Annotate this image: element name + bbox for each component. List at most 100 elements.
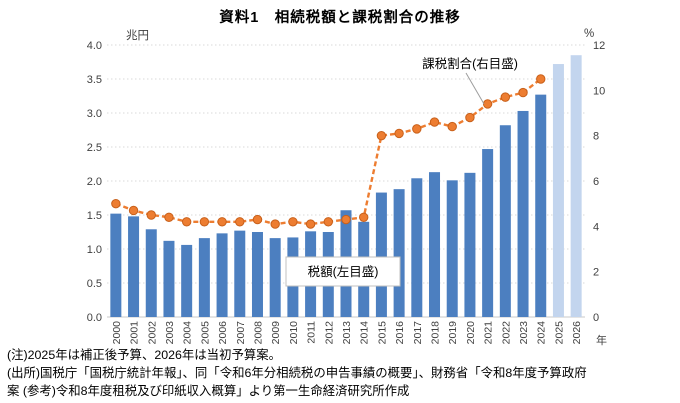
chart-title: 資料1 相続税額と課税割合の推移 (219, 10, 461, 26)
right-axis-tick: 12 (593, 40, 605, 52)
line-marker (288, 217, 298, 227)
line-marker (482, 99, 493, 109)
note-line-2: (出所)国税庁「国税庁統計年報」、同「令和6年分相続税の申告事績の概要」、財務省… (7, 366, 587, 380)
x-axis-tick: 2026 (571, 321, 583, 345)
bar-forecast (552, 64, 564, 317)
x-axis-tick: 2020 (465, 321, 477, 345)
line-marker (199, 217, 210, 227)
right-axis-tick: 4 (593, 221, 599, 233)
x-axis-tick: 2024 (536, 321, 548, 345)
right-axis-tick: 0 (593, 312, 599, 324)
left-axis-tick: 3.0 (87, 108, 102, 120)
x-axis-tick: 2005 (199, 321, 211, 345)
line-marker (341, 214, 351, 225)
x-axis-tick: 2003 (164, 321, 176, 345)
line-marker (429, 117, 440, 127)
line-marker (359, 212, 369, 222)
line-marker (394, 128, 404, 139)
bar (128, 216, 140, 317)
left-axis-tick: 0.0 (87, 312, 102, 324)
bar (110, 213, 122, 317)
left-axis-tick: 1.5 (87, 210, 102, 222)
right-axis-tick: 8 (593, 131, 599, 143)
x-axis-tick: 2025 (553, 321, 565, 345)
left-axis-tick: 0.5 (87, 278, 102, 290)
bar (411, 178, 423, 317)
note-line-3: 案 (参考)令和8年度租税及び印紙収入概算」より第一生命経済研究所作成 (7, 384, 410, 398)
bar (163, 240, 175, 317)
line-marker (376, 130, 387, 141)
line-marker (146, 210, 156, 220)
line-marker (181, 217, 192, 227)
x-axis-tick: 2022 (500, 321, 512, 345)
bar-series-label: 税額(左目盛) (308, 264, 379, 279)
line-marker (111, 198, 121, 209)
bar (216, 233, 228, 317)
x-axis-tick: 2008 (252, 321, 264, 345)
bar (482, 149, 494, 317)
line-marker (270, 219, 280, 229)
taxation-ratio-line (115, 78, 542, 226)
x-axis-tick: 2009 (270, 321, 282, 345)
bar (429, 172, 441, 317)
note-line-1: (注)2025年は補正後予算、2026年は当初予算案。 (7, 348, 282, 362)
x-axis-tick: 2002 (146, 321, 158, 345)
x-axis-tick: 2011 (306, 321, 318, 344)
x-axis-tick: 2007 (235, 321, 247, 345)
line-marker (217, 217, 227, 227)
line-marker (128, 205, 139, 216)
line-marker (412, 124, 422, 134)
left-axis-tick: 1.0 (87, 244, 102, 256)
bar (181, 244, 193, 317)
left-axis-tick: 2.5 (87, 142, 102, 154)
bar (393, 189, 405, 317)
callout-line (465, 72, 485, 105)
line-marker (323, 217, 333, 227)
right-axis-tick: 10 (593, 85, 605, 97)
x-axis-tick: 2019 (447, 321, 459, 345)
left-axis-unit: 兆円 (126, 29, 149, 42)
x-axis-tick: 2013 (341, 321, 353, 345)
line-marker (164, 212, 174, 222)
x-axis-tick: 2023 (518, 321, 530, 345)
x-axis-tick: 2018 (430, 321, 442, 345)
bar (446, 180, 458, 317)
bar (234, 230, 246, 317)
line-marker (235, 217, 245, 227)
bar (251, 232, 263, 317)
bar (499, 125, 511, 318)
line-series-label: 課税割合(右目盛) (422, 56, 518, 71)
right-axis-unit: % (584, 28, 594, 40)
bar (145, 229, 157, 317)
x-axis-unit: 年 (596, 333, 607, 347)
left-axis-tick: 4.0 (87, 40, 102, 52)
line-marker (536, 74, 546, 84)
bar (535, 94, 547, 317)
line-marker (447, 121, 457, 132)
x-axis-tick: 2001 (129, 321, 141, 345)
x-axis-tick: 2015 (376, 321, 388, 345)
x-axis-tick: 2010 (288, 321, 300, 345)
bar (464, 172, 476, 317)
bar (375, 192, 387, 317)
x-axis-tick: 2017 (412, 321, 424, 345)
left-axis-tick: 2.0 (87, 176, 102, 188)
bar-series-label-box (285, 256, 401, 287)
line-marker (518, 87, 528, 98)
x-axis-tick: 2000 (111, 321, 123, 345)
x-axis-tick: 2014 (359, 321, 371, 345)
right-axis-tick: 6 (593, 176, 599, 188)
bar-forecast (570, 55, 582, 317)
x-axis-tick: 2004 (182, 321, 194, 345)
x-axis-tick: 2021 (483, 321, 495, 345)
line-marker (305, 219, 316, 229)
line-marker (252, 214, 263, 225)
line-marker (465, 112, 475, 123)
left-axis-tick: 3.5 (87, 74, 102, 86)
x-axis-tick: 2006 (217, 321, 229, 345)
right-axis-tick: 2 (593, 267, 599, 279)
line-marker (500, 92, 511, 102)
bar (198, 238, 210, 317)
